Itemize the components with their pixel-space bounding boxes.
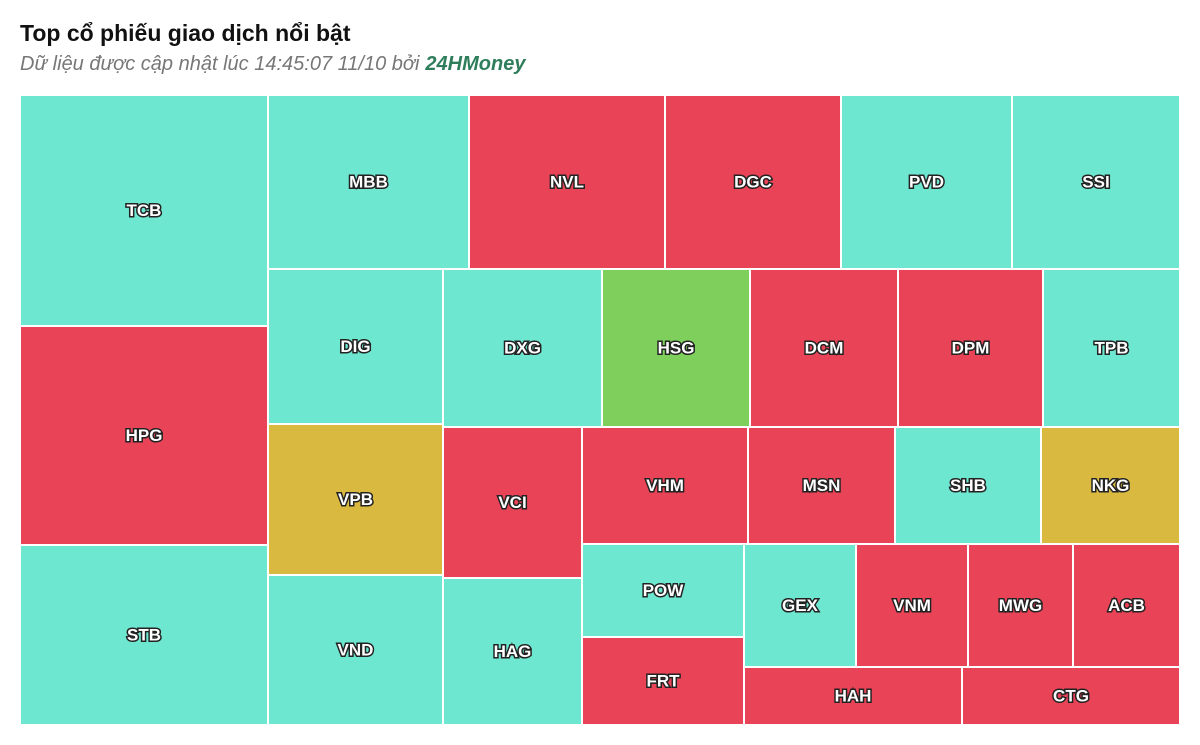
tile-label: VPB: [338, 490, 373, 509]
tile-label: SSI: [1082, 172, 1109, 191]
tile[interactable]: [855, 543, 969, 668]
tile-label: SHB: [950, 476, 986, 495]
tile-label: VNM: [893, 596, 931, 615]
tile[interactable]: [1072, 543, 1181, 668]
tile[interactable]: [897, 268, 1044, 428]
tile[interactable]: [19, 94, 269, 327]
tile[interactable]: [267, 423, 444, 576]
tile[interactable]: [442, 426, 583, 579]
tile[interactable]: [581, 426, 749, 545]
tile-label: HPG: [126, 426, 163, 445]
tile[interactable]: [442, 268, 603, 428]
tile-label: GEX: [782, 596, 819, 615]
tile-label: DXG: [504, 338, 541, 357]
tile[interactable]: [267, 268, 444, 425]
tile-label: FRT: [646, 671, 680, 690]
tile-label: TCB: [127, 201, 162, 220]
tile-label: PVD: [909, 172, 944, 191]
tile-label: VCI: [498, 493, 526, 512]
tile-label: DGC: [734, 172, 772, 191]
tile-label: DIG: [340, 337, 370, 356]
tile[interactable]: [601, 268, 751, 428]
tile-label: HAH: [835, 686, 872, 705]
tile[interactable]: [743, 666, 963, 726]
tile[interactable]: [581, 543, 745, 638]
subtitle: Dữ liệu được cập nhật lúc 14:45:07 11/10…: [20, 53, 525, 76]
tile[interactable]: [468, 94, 666, 270]
tile-label: TPB: [1095, 338, 1129, 357]
tile-label: POW: [643, 581, 685, 600]
tile[interactable]: [19, 544, 269, 726]
tile-label: HSG: [658, 338, 695, 357]
tile-label: MWG: [999, 596, 1042, 615]
tile-label: NKG: [1092, 476, 1130, 495]
tile[interactable]: [19, 325, 269, 546]
tile[interactable]: [664, 94, 842, 270]
tile-label: CTG: [1053, 686, 1089, 705]
tile[interactable]: [1040, 426, 1181, 545]
tile[interactable]: [894, 426, 1042, 545]
subtitle-text: Dữ liệu được cập nhật lúc 14:45:07 11/10…: [20, 53, 420, 75]
tile-label: NVL: [550, 172, 584, 191]
title: Top cổ phiếu giao dịch nổi bật: [20, 20, 351, 46]
tile[interactable]: [749, 268, 899, 428]
tile-label: VHM: [646, 476, 684, 495]
brand[interactable]: 24HMoney: [425, 53, 526, 75]
tile[interactable]: [267, 574, 444, 726]
tile-label: STB: [127, 625, 161, 644]
tile[interactable]: [961, 666, 1181, 726]
tile[interactable]: [743, 543, 857, 668]
tile-label: VND: [338, 640, 374, 659]
tile[interactable]: [747, 426, 896, 545]
tile-label: MBB: [349, 172, 388, 191]
tile-label: MSN: [803, 476, 841, 495]
tile-label: DCM: [805, 338, 844, 357]
tile-label: HAG: [494, 642, 532, 661]
tile-label: ACB: [1108, 596, 1145, 615]
tile-label: DPM: [952, 338, 990, 357]
tile[interactable]: [1042, 268, 1181, 428]
